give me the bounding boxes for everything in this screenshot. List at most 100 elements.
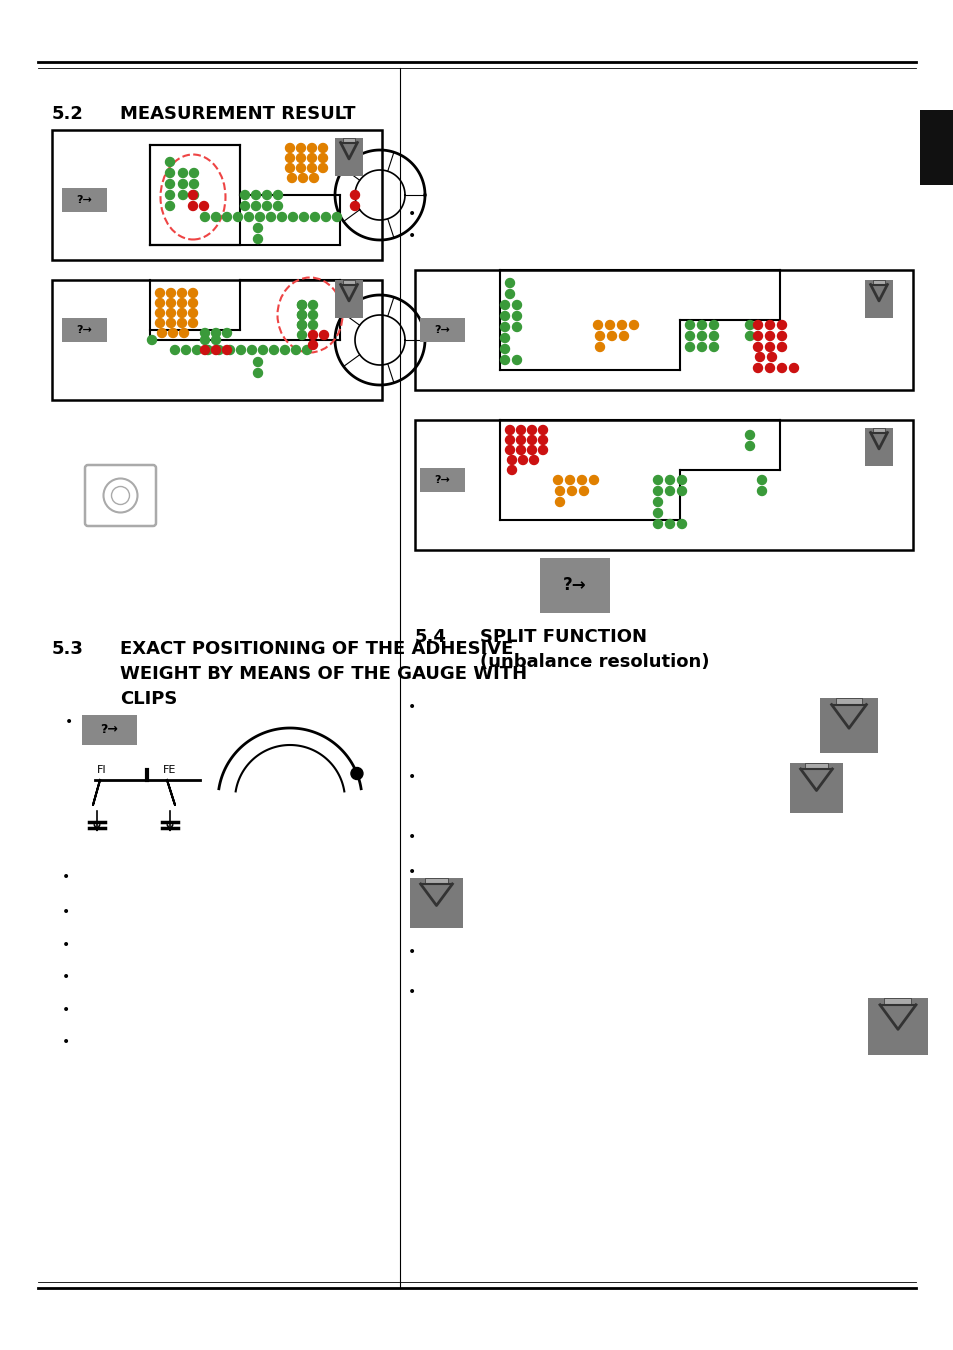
Circle shape (155, 319, 164, 328)
Text: 5.2: 5.2 (52, 105, 84, 123)
Circle shape (297, 320, 306, 329)
Circle shape (179, 328, 189, 338)
Circle shape (757, 475, 765, 485)
Circle shape (292, 346, 300, 355)
Circle shape (351, 768, 362, 779)
Text: •: • (65, 716, 73, 729)
Circle shape (274, 190, 282, 200)
Circle shape (500, 333, 509, 343)
Circle shape (165, 180, 174, 189)
Text: WEIGHT BY MEANS OF THE GAUGE WITH: WEIGHT BY MEANS OF THE GAUGE WITH (120, 666, 527, 683)
Circle shape (112, 486, 130, 505)
Text: •: • (408, 986, 416, 999)
Text: EXACT POSITIONING OF THE ADHESIVE: EXACT POSITIONING OF THE ADHESIVE (120, 640, 513, 657)
Circle shape (537, 446, 547, 455)
FancyBboxPatch shape (419, 319, 464, 342)
FancyBboxPatch shape (872, 279, 884, 285)
Circle shape (310, 212, 319, 221)
Circle shape (350, 201, 359, 211)
Circle shape (537, 436, 547, 444)
Circle shape (318, 163, 327, 173)
Circle shape (222, 212, 232, 221)
Circle shape (500, 355, 509, 364)
Circle shape (553, 475, 562, 485)
Circle shape (333, 212, 341, 221)
Circle shape (287, 174, 296, 182)
Circle shape (350, 190, 359, 200)
Circle shape (777, 343, 785, 351)
Circle shape (308, 320, 317, 329)
Text: •: • (408, 207, 416, 221)
Circle shape (589, 475, 598, 485)
Circle shape (167, 309, 175, 317)
Circle shape (744, 320, 754, 329)
Text: 5.4: 5.4 (415, 628, 446, 647)
Circle shape (518, 455, 527, 464)
Circle shape (709, 332, 718, 340)
Text: FE: FE (163, 765, 176, 775)
Circle shape (309, 174, 318, 182)
Circle shape (212, 336, 220, 344)
Text: •: • (62, 869, 71, 884)
Circle shape (222, 346, 232, 355)
Circle shape (297, 331, 306, 339)
Circle shape (307, 163, 316, 173)
Circle shape (709, 343, 718, 351)
Circle shape (516, 425, 525, 435)
FancyBboxPatch shape (335, 138, 363, 176)
FancyBboxPatch shape (883, 998, 910, 1004)
Circle shape (255, 212, 264, 221)
Circle shape (512, 312, 521, 320)
Circle shape (308, 310, 317, 320)
Circle shape (505, 446, 514, 455)
Circle shape (537, 425, 547, 435)
Circle shape (165, 158, 174, 166)
Circle shape (500, 312, 509, 320)
Circle shape (269, 346, 278, 355)
Circle shape (167, 319, 175, 328)
Circle shape (285, 154, 294, 162)
Circle shape (253, 369, 262, 378)
Circle shape (677, 486, 686, 495)
Circle shape (190, 190, 198, 200)
Circle shape (190, 169, 198, 177)
Circle shape (167, 298, 175, 308)
Text: (unbalance resolution): (unbalance resolution) (479, 653, 709, 671)
Circle shape (178, 180, 188, 189)
Circle shape (755, 352, 763, 362)
Text: •: • (62, 904, 71, 919)
Circle shape (262, 201, 272, 211)
FancyBboxPatch shape (864, 279, 892, 319)
Circle shape (505, 436, 514, 444)
Circle shape (505, 289, 514, 298)
Circle shape (757, 486, 765, 495)
Circle shape (252, 190, 260, 200)
FancyBboxPatch shape (835, 698, 862, 705)
Circle shape (299, 212, 308, 221)
FancyBboxPatch shape (62, 188, 107, 212)
Circle shape (189, 201, 197, 211)
Circle shape (189, 190, 197, 200)
Circle shape (607, 332, 616, 340)
Circle shape (155, 309, 164, 317)
Circle shape (653, 486, 661, 495)
Circle shape (653, 498, 661, 506)
Circle shape (516, 446, 525, 455)
Text: •: • (408, 830, 416, 844)
Circle shape (764, 332, 774, 340)
Circle shape (507, 466, 516, 474)
Circle shape (527, 446, 536, 455)
Circle shape (103, 478, 137, 513)
FancyBboxPatch shape (789, 763, 842, 813)
Circle shape (199, 201, 209, 211)
Circle shape (165, 169, 174, 177)
FancyBboxPatch shape (419, 468, 464, 491)
Circle shape (297, 310, 306, 320)
FancyBboxPatch shape (342, 279, 355, 285)
Circle shape (200, 346, 210, 355)
Circle shape (189, 298, 197, 308)
Circle shape (193, 346, 201, 355)
Circle shape (178, 169, 188, 177)
Circle shape (512, 301, 521, 309)
Text: ?→: ?→ (76, 194, 92, 205)
